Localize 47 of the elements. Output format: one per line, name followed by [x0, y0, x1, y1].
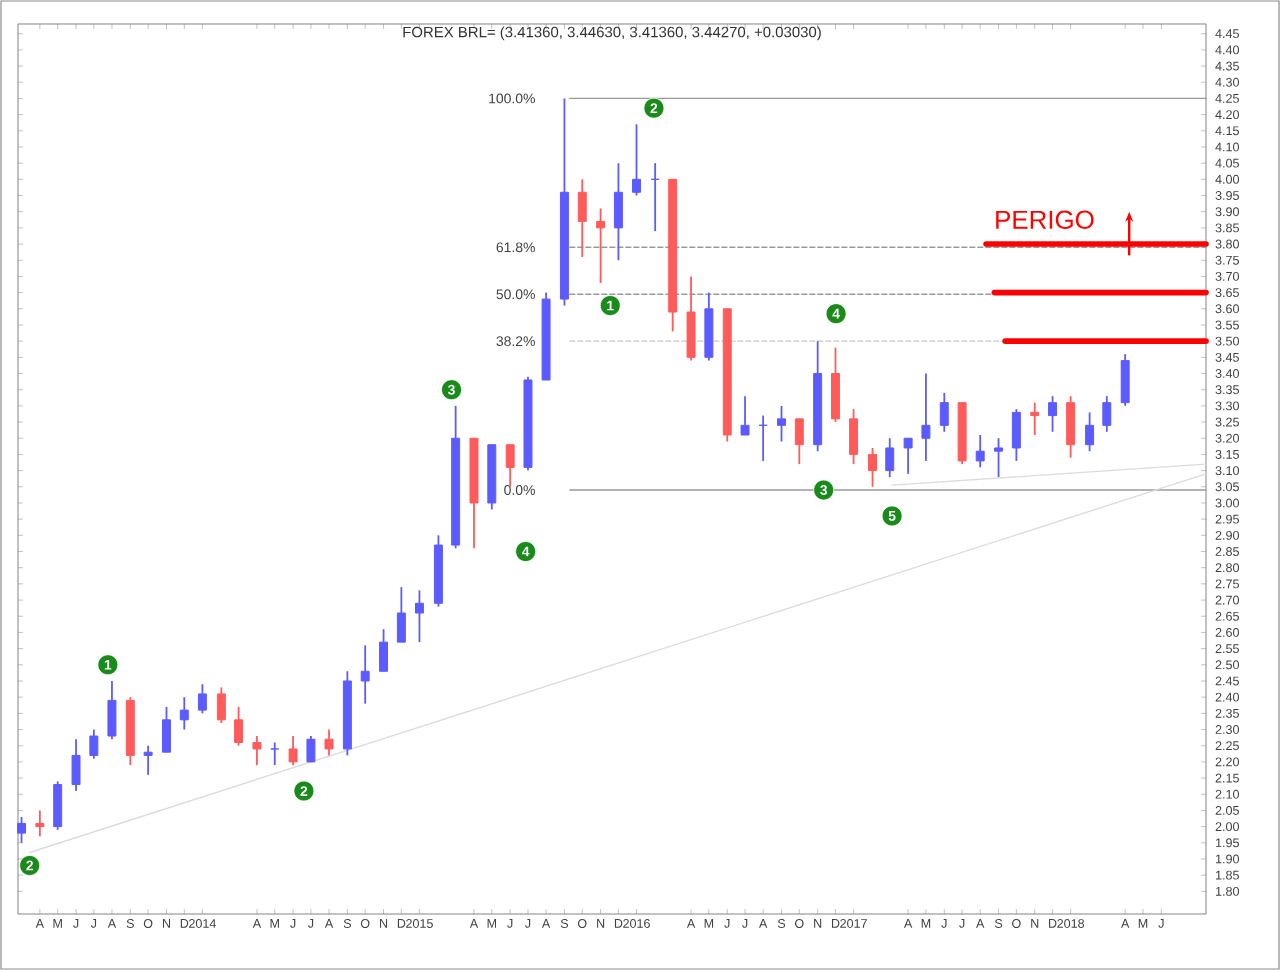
candlestick — [1011, 408, 1021, 462]
candlestick — [686, 275, 696, 362]
candlestick — [885, 437, 895, 478]
candlestick — [596, 207, 606, 284]
candlestick — [1048, 395, 1058, 433]
candlestick — [270, 741, 280, 767]
candlestick — [414, 589, 424, 644]
candlestick — [53, 780, 63, 831]
candlestick — [379, 628, 389, 673]
candlestick — [613, 162, 623, 262]
candlestick — [216, 686, 226, 724]
candlestick — [179, 696, 189, 731]
candlestick — [162, 705, 171, 754]
candlestick — [1066, 395, 1076, 459]
candlestick — [921, 372, 931, 462]
candlestick — [1102, 395, 1112, 433]
candlestick — [197, 683, 207, 715]
annotation: PERIGO — [996, 210, 1094, 229]
candlestick — [71, 738, 81, 792]
candlestick — [939, 392, 949, 433]
candlestick — [794, 417, 804, 466]
candlestick — [849, 408, 859, 466]
candlestick — [107, 680, 117, 741]
candlestick — [975, 434, 985, 469]
candlestick — [1085, 411, 1095, 453]
candlestick — [17, 816, 26, 844]
candlestick — [505, 443, 515, 488]
candlestick — [35, 809, 45, 838]
candlestick — [831, 346, 840, 423]
candlestick — [143, 744, 153, 776]
candlestick — [777, 404, 786, 443]
candlestick — [1120, 353, 1130, 407]
candlestick — [324, 728, 334, 757]
candlestick — [396, 586, 406, 644]
candlestick — [994, 437, 1004, 478]
candlestick — [1030, 401, 1040, 436]
candlestick — [740, 395, 750, 436]
candlestick — [252, 735, 262, 767]
candlestick — [288, 735, 298, 767]
candlestick — [234, 705, 244, 747]
candlestick — [306, 735, 316, 763]
candlestick — [868, 447, 878, 488]
candlestick — [89, 728, 99, 760]
candlestick — [360, 644, 370, 705]
candlestick — [632, 123, 641, 197]
candlestick — [577, 178, 587, 258]
candlestick — [903, 437, 913, 475]
